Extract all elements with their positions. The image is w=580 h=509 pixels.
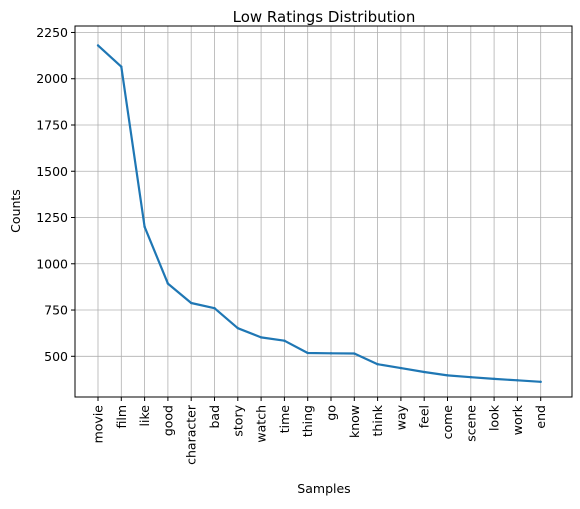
data-point [399, 366, 403, 370]
data-point [120, 65, 123, 68]
x-axis-ticks: movie film like good character bad story watch t… [91, 397, 548, 465]
y-axis-ticks: 500 750 1000 1250 1500 1750 2000 2250 [36, 25, 75, 364]
data-point [329, 352, 333, 355]
x-tick-label: look [487, 404, 502, 431]
x-tick-label: work [510, 404, 525, 435]
grid [75, 26, 572, 397]
data-point [446, 374, 449, 377]
y-tick-label: 500 [44, 349, 68, 364]
x-axis-label: Samples [297, 481, 350, 496]
data-point [353, 352, 356, 355]
data-point [423, 370, 426, 374]
data-point [469, 376, 472, 379]
data-point [283, 339, 286, 342]
y-tick-label: 2250 [36, 25, 68, 40]
data-point [306, 351, 309, 355]
data-point [213, 306, 216, 310]
x-tick-label: end [533, 405, 548, 429]
data-point [143, 225, 146, 228]
series-line [97, 44, 541, 383]
x-tick-label: know [347, 405, 362, 438]
data-point [376, 363, 379, 366]
x-tick-label: time [277, 405, 292, 434]
x-tick-label: story [230, 404, 245, 436]
x-tick-label: character [184, 404, 199, 465]
x-tick-label: good [160, 405, 175, 436]
y-tick-label: 2000 [36, 71, 68, 86]
x-tick-label: bad [207, 405, 222, 429]
x-tick-label: way [393, 404, 408, 430]
x-tick-label: watch [254, 405, 269, 443]
y-tick-label: 750 [44, 303, 68, 318]
y-axis-label: Counts [8, 189, 23, 233]
data-point [259, 336, 263, 339]
x-tick-label: thing [300, 405, 315, 437]
data-point [492, 377, 496, 381]
chart-title: Low Ratings Distribution [233, 8, 416, 26]
data-point [96, 44, 100, 47]
data-point [539, 380, 542, 384]
x-tick-label: film [114, 405, 129, 429]
x-tick-label: like [137, 405, 152, 427]
data-point [236, 326, 239, 330]
data-point [190, 301, 193, 305]
x-tick-label: movie [91, 405, 106, 444]
data-point [166, 282, 170, 285]
series-group [96, 44, 542, 384]
x-tick-label: feel [417, 405, 432, 428]
y-tick-label: 1250 [36, 210, 68, 225]
y-tick-label: 1500 [36, 164, 68, 179]
x-tick-label: scene [463, 405, 478, 442]
y-tick-label: 1000 [36, 256, 68, 271]
x-tick-label: come [440, 405, 455, 440]
x-tick-label: go [324, 405, 339, 421]
plot-frame [74, 25, 573, 398]
y-tick-label: 1750 [36, 117, 68, 132]
data-point [516, 379, 519, 382]
x-tick-label: think [370, 404, 385, 436]
